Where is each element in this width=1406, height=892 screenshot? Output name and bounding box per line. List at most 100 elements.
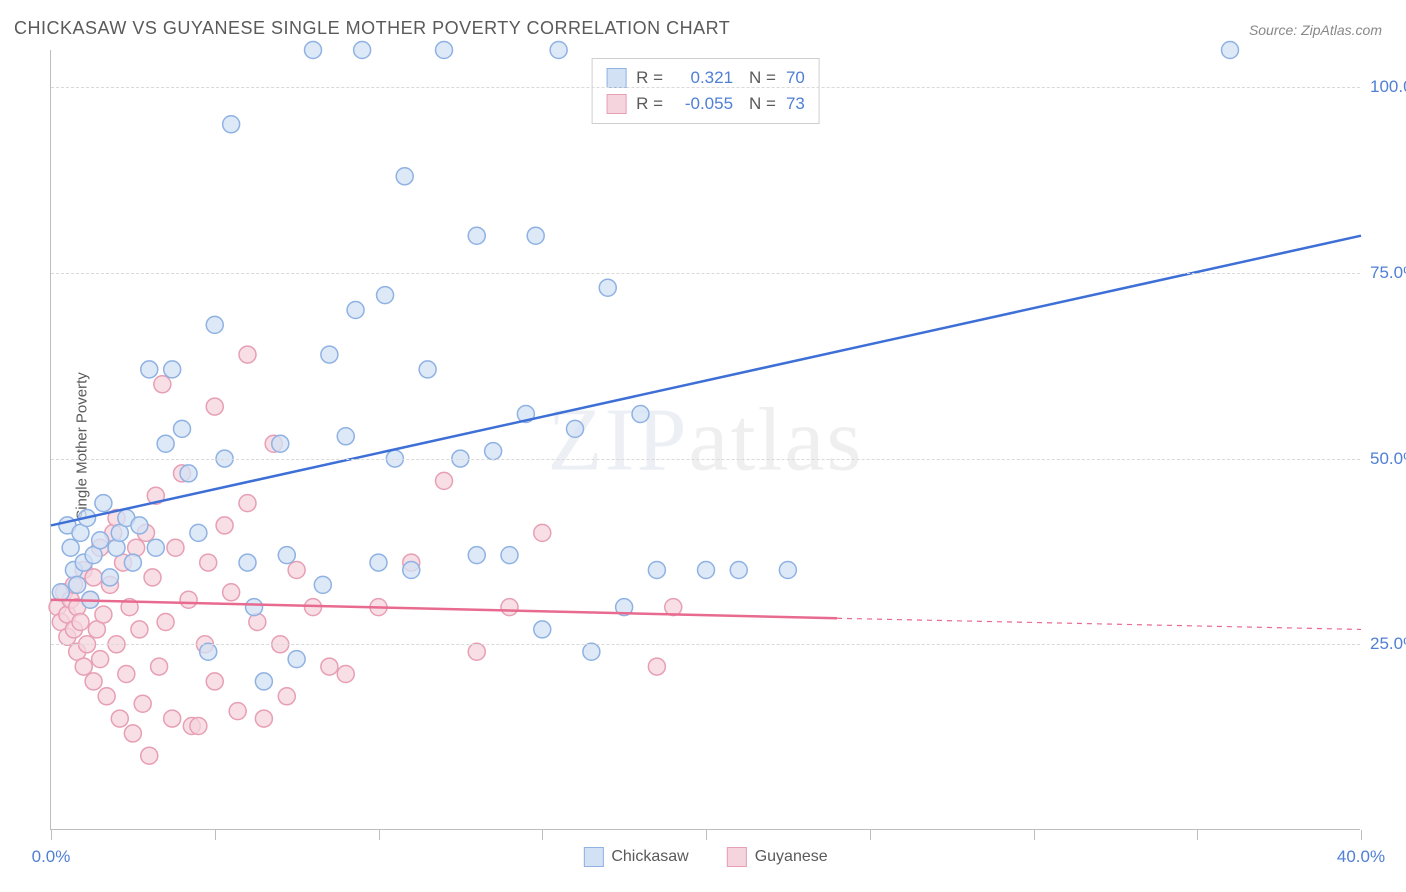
scatter-point: [278, 688, 295, 705]
scatter-point: [95, 606, 112, 623]
scatter-point: [648, 658, 665, 675]
scatter-point: [144, 569, 161, 586]
trend-line-extrapolated: [837, 618, 1361, 629]
scatter-point: [599, 279, 616, 296]
scatter-point: [550, 42, 567, 59]
scatter-point: [239, 346, 256, 363]
scatter-point: [128, 539, 145, 556]
x-tick: [1361, 830, 1362, 840]
scatter-point: [206, 398, 223, 415]
scatter-point: [62, 539, 79, 556]
scatter-point: [632, 406, 649, 423]
scatter-point: [485, 443, 502, 460]
y-tick-label: 25.0%: [1370, 634, 1406, 654]
scatter-point: [239, 554, 256, 571]
scatter-point: [167, 539, 184, 556]
scatter-point: [534, 524, 551, 541]
legend-item-guyanese: Guyanese: [727, 847, 828, 867]
scatter-point: [239, 495, 256, 512]
scatter-point: [501, 547, 518, 564]
scatter-point: [347, 302, 364, 319]
scatter-point: [288, 562, 305, 579]
scatter-point: [305, 42, 322, 59]
legend-label-chickasaw: Chickasaw: [611, 848, 688, 866]
scatter-point: [288, 651, 305, 668]
scatter-point: [85, 673, 102, 690]
scatter-svg: [51, 50, 1360, 829]
r-label: R =: [636, 91, 663, 117]
scatter-point: [164, 710, 181, 727]
x-tick: [706, 830, 707, 840]
scatter-point: [216, 517, 233, 534]
x-tick-label: 40.0%: [1337, 847, 1385, 867]
scatter-point: [69, 576, 86, 593]
scatter-point: [108, 539, 125, 556]
legend-item-chickasaw: Chickasaw: [583, 847, 688, 867]
scatter-point: [111, 710, 128, 727]
scatter-point: [779, 562, 796, 579]
scatter-point: [134, 695, 151, 712]
scatter-point: [154, 376, 171, 393]
scatter-point: [403, 562, 420, 579]
scatter-point: [92, 651, 109, 668]
correlation-legend: R = 0.321 N = 70 R = -0.055 N = 73: [591, 58, 820, 124]
plot-area: ZIPatlas R = 0.321 N = 70 R = -0.055 N =…: [50, 50, 1360, 830]
scatter-point: [52, 584, 69, 601]
scatter-point: [354, 42, 371, 59]
scatter-point: [321, 346, 338, 363]
scatter-point: [95, 495, 112, 512]
scatter-point: [1222, 42, 1239, 59]
scatter-point: [527, 227, 544, 244]
x-tick: [379, 830, 380, 840]
scatter-point: [698, 562, 715, 579]
scatter-point: [337, 666, 354, 683]
scatter-point: [321, 658, 338, 675]
scatter-point: [101, 569, 118, 586]
x-tick: [870, 830, 871, 840]
scatter-point: [180, 591, 197, 608]
scatter-point: [124, 554, 141, 571]
gridline: [51, 87, 1360, 88]
scatter-point: [141, 747, 158, 764]
scatter-point: [200, 643, 217, 660]
scatter-point: [255, 673, 272, 690]
swatch-chickasaw-bottom: [583, 847, 603, 867]
scatter-point: [151, 658, 168, 675]
swatch-guyanese: [606, 94, 626, 114]
legend-row-guyanese: R = -0.055 N = 73: [606, 91, 805, 117]
gridline: [51, 459, 1360, 460]
scatter-point: [75, 658, 92, 675]
scatter-point: [223, 584, 240, 601]
scatter-point: [419, 361, 436, 378]
scatter-point: [436, 42, 453, 59]
scatter-point: [272, 435, 289, 452]
scatter-point: [206, 673, 223, 690]
scatter-point: [157, 614, 174, 631]
scatter-point: [180, 465, 197, 482]
x-tick: [215, 830, 216, 840]
scatter-point: [141, 361, 158, 378]
scatter-point: [396, 168, 413, 185]
scatter-point: [174, 420, 191, 437]
source-attribution: Source: ZipAtlas.com: [1249, 22, 1382, 38]
scatter-point: [131, 517, 148, 534]
scatter-point: [246, 599, 263, 616]
scatter-point: [730, 562, 747, 579]
scatter-point: [583, 643, 600, 660]
scatter-point: [567, 420, 584, 437]
scatter-point: [147, 539, 164, 556]
scatter-point: [436, 472, 453, 489]
scatter-point: [468, 643, 485, 660]
scatter-point: [206, 316, 223, 333]
swatch-chickasaw: [606, 68, 626, 88]
scatter-point: [190, 718, 207, 735]
scatter-point: [648, 562, 665, 579]
scatter-point: [85, 569, 102, 586]
y-tick-label: 50.0%: [1370, 449, 1406, 469]
chart-title: CHICKASAW VS GUYANESE SINGLE MOTHER POVE…: [14, 18, 730, 39]
r-value-guyanese: -0.055: [673, 91, 733, 117]
series-legend: Chickasaw Guyanese: [583, 847, 827, 867]
x-tick: [1034, 830, 1035, 840]
scatter-point: [190, 524, 207, 541]
scatter-point: [468, 227, 485, 244]
